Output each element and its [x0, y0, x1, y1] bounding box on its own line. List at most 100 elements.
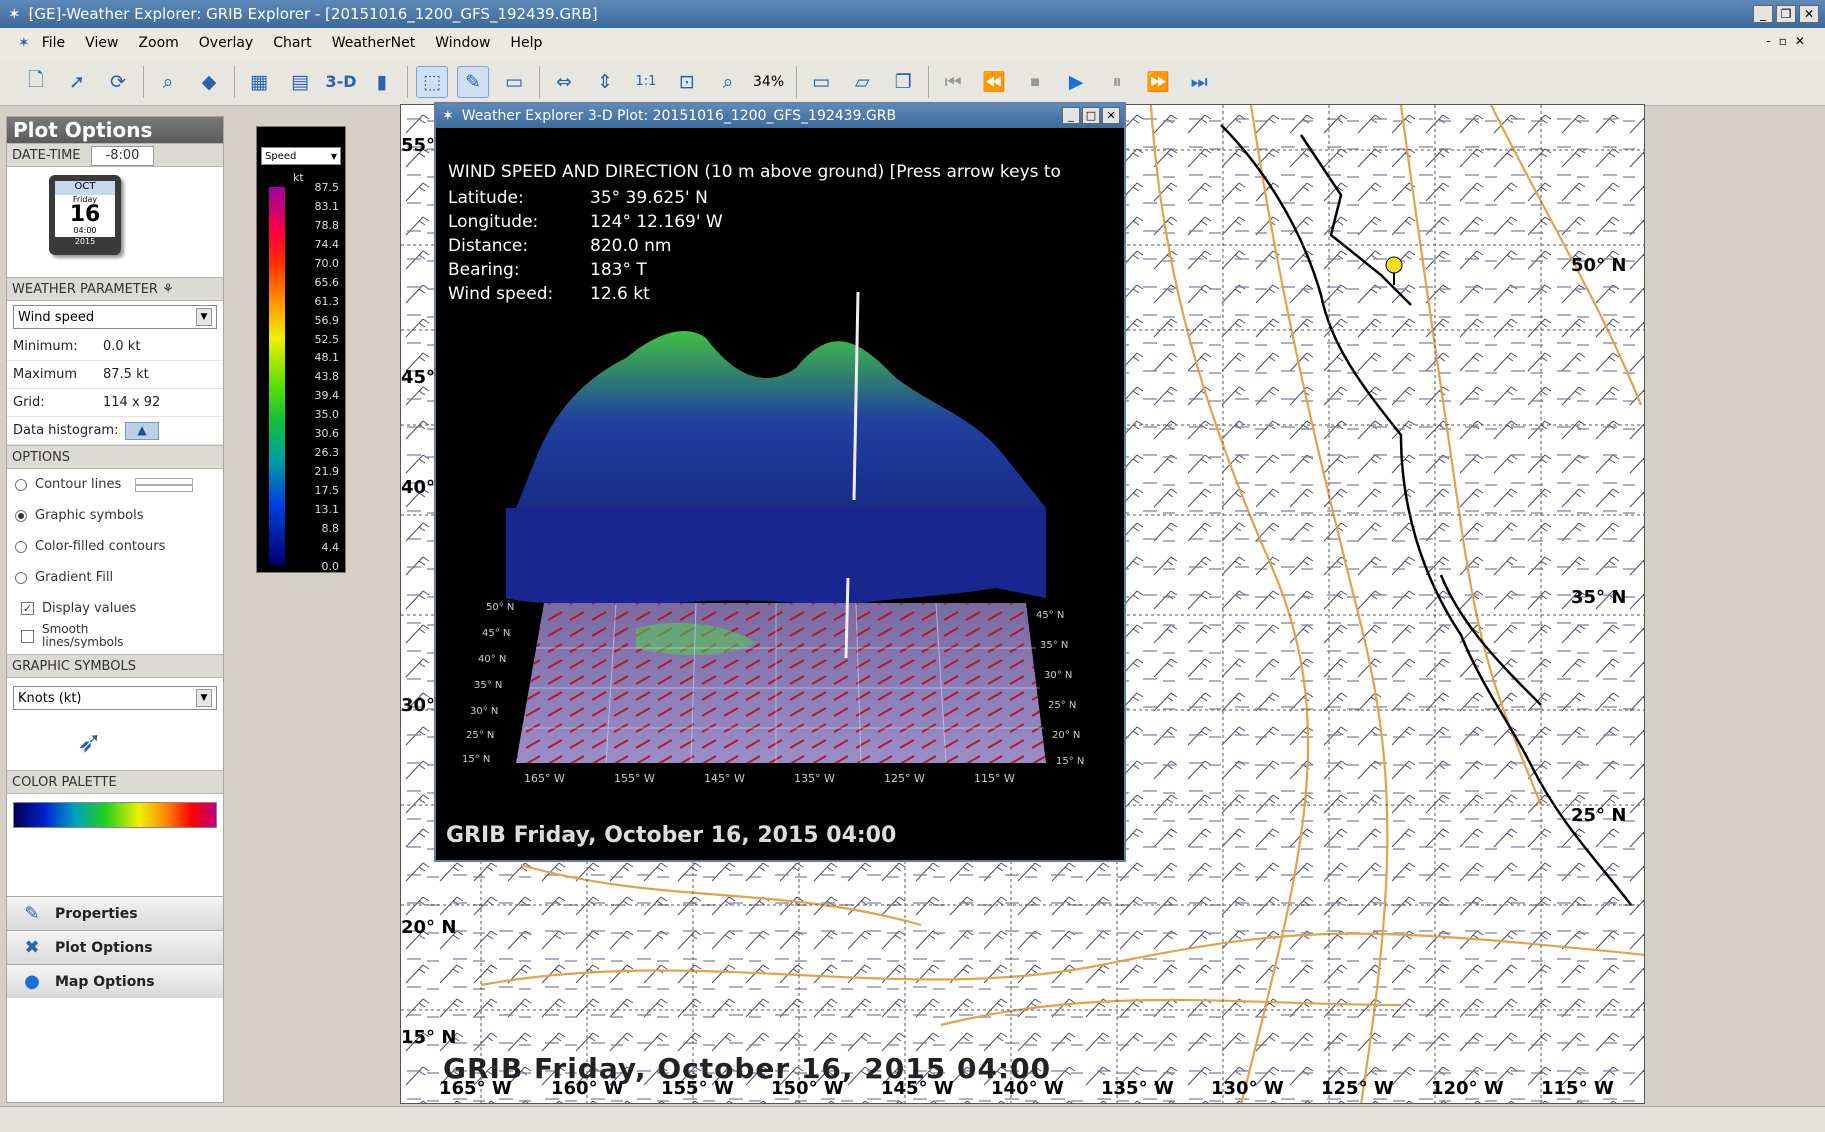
nav-plot-options[interactable]: ✖ Plot Options [7, 930, 223, 964]
option-graphic-symbols[interactable]: Graphic symbols [7, 500, 223, 531]
wind-barb-icon[interactable]: ➶ [77, 724, 103, 760]
wind-speed-value: 12.6 kt [590, 284, 650, 304]
measure-tool-icon[interactable]: ✎ [457, 65, 489, 98]
nav-map-options[interactable]: ● Map Options [7, 964, 223, 998]
calendar-time: 04:00 [73, 226, 97, 235]
probe-icon[interactable]: ▮ [376, 70, 388, 93]
panel-title: Plot Options [7, 117, 223, 143]
bearing-value: 183° T [590, 260, 647, 280]
legend-select[interactable]: Speed ▼ [261, 147, 341, 165]
restore-button[interactable]: ❐ [1776, 5, 1796, 23]
histogram-icon[interactable]: ▲ [125, 421, 159, 440]
plot-3d-canvas[interactable]: 50° N 45° N 40° N 35° N 30° N 25° N 15° … [436, 128, 1124, 860]
lat-label: 35° N [1571, 587, 1627, 608]
nav-properties[interactable]: ✎ Properties [7, 896, 223, 930]
lon-label: 155° W [661, 1078, 734, 1099]
options-header: OPTIONS [7, 445, 223, 469]
rewind-icon[interactable]: ⏪ [982, 71, 1006, 93]
plot-3d-window[interactable]: ✶ Weather Explorer 3-D Plot: 20151016_12… [434, 102, 1126, 862]
lat-tick: 30° N [1044, 670, 1072, 681]
close-button[interactable]: ✕ [1799, 5, 1819, 23]
actual-size-icon[interactable]: 1:1 [635, 74, 657, 89]
distance-value: 820.0 nm [590, 236, 672, 256]
plot-3d-minimize-button[interactable]: _ [1062, 107, 1080, 124]
menu-help[interactable]: Help [510, 35, 543, 51]
option-color-filled[interactable]: Color-filled contours [7, 531, 223, 562]
play-icon[interactable]: ▶ [1068, 70, 1084, 93]
calendar-icon[interactable]: OCT Friday 16 04:00 2015 [7, 167, 223, 277]
plot-3d-maximize-button[interactable]: □ [1082, 107, 1100, 124]
stop-icon[interactable]: ⏹ [1030, 70, 1040, 93]
menu-overlay[interactable]: Overlay [198, 35, 254, 51]
lon-label: 160° W [551, 1078, 624, 1099]
app-titlebar: ✶ [GE]-Weather Explorer: GRIB Explorer -… [0, 0, 1825, 28]
color-palette-bar[interactable] [13, 802, 217, 828]
chevron-down-icon: ▼ [196, 689, 212, 707]
select-tool-icon[interactable]: ⬚ [416, 65, 448, 98]
pause-icon[interactable]: ⏸ [1112, 70, 1122, 93]
menu-weathernet[interactable]: WeatherNet [331, 35, 416, 51]
units-select[interactable]: Knots (kt) ▼ [13, 686, 217, 710]
lon-label: 130° W [1211, 1078, 1284, 1099]
lon-label: 135° W [1101, 1078, 1174, 1099]
plot-options-icon: ✖ [24, 937, 40, 958]
zoom-level[interactable]: 34% [753, 73, 785, 90]
lon-label: 140° W [991, 1078, 1064, 1099]
first-frame-icon[interactable]: ⏮ [944, 70, 962, 93]
split-horizontal-icon[interactable]: ▭ [812, 70, 831, 93]
map-footer-caption: GRIB Friday, October 16, 2015 04:00 [443, 1052, 1052, 1085]
menu-zoom[interactable]: Zoom [138, 35, 179, 51]
view-3d-icon[interactable]: 3-D [325, 72, 357, 91]
panel-icon[interactable]: ▭ [505, 70, 523, 93]
cascade-icon[interactable]: ❐ [894, 70, 912, 93]
minimize-button[interactable]: _ [1753, 5, 1773, 23]
fit-height-icon[interactable]: ⇕ [597, 70, 613, 93]
location-marker-icon[interactable] [1385, 256, 1403, 285]
properties-icon: ✎ [24, 903, 40, 924]
lat-tick: 15° N [462, 754, 490, 765]
plot-3d-close-button[interactable]: ✕ [1102, 107, 1120, 124]
menu-chart[interactable]: Chart [273, 35, 312, 51]
mdi-controls[interactable]: -▫✕ [1766, 34, 1813, 48]
page-icon[interactable]: ▱ [854, 70, 870, 93]
weathernet-icon[interactable]: ➚ [69, 70, 85, 93]
timezone-field[interactable]: -8:00 [90, 146, 155, 166]
lat-label: 15° N [401, 1027, 457, 1048]
legend-tick: 35.0 [314, 408, 340, 422]
maximum-label: Maximum [13, 367, 78, 382]
refresh-icon[interactable]: ⟳ [110, 70, 126, 93]
last-frame-icon[interactable]: ⏭ [1190, 70, 1208, 93]
fit-width-icon[interactable]: ⇔ [556, 70, 572, 93]
legend-tick: 65.6 [314, 275, 340, 289]
fast-forward-icon[interactable]: ⏩ [1146, 71, 1170, 93]
parameter-select[interactable]: Wind speed ▼ [13, 305, 217, 329]
chart-icon[interactable]: ▤ [291, 70, 309, 93]
lon-label: 120° W [1431, 1078, 1504, 1099]
legend-tick: 87.5 [314, 181, 340, 194]
grid-icon[interactable]: ▦ [250, 70, 268, 93]
zoom-icon[interactable]: ⌕ [722, 70, 734, 93]
search-icon[interactable]: ⌕ [162, 70, 174, 93]
menu-file[interactable]: File [41, 35, 66, 51]
graphic-symbols-radio [15, 509, 27, 522]
chevron-down-icon: ▼ [330, 151, 337, 161]
app-menu-icon[interactable]: ✶ [18, 35, 30, 51]
legend-tick: 4.4 [321, 540, 340, 554]
option-gradient-fill[interactable]: Gradient Fill [7, 562, 223, 593]
option-smooth-lines[interactable]: Smooth lines/symbols [7, 624, 223, 648]
wind-speed-label: Wind speed: [448, 284, 554, 304]
legend-tick: 83.1 [314, 199, 340, 213]
lat-tick: 25° N [466, 730, 494, 741]
main-toolbar: 🗋 ➚ ⟳ ⌕ ◆ ▦ ▤ 3-D ▮ ⬚ ✎ ▭ ⇔ ⇕ 1:1 ⊡ ⌕ 34… [0, 58, 1825, 106]
menu-view[interactable]: View [85, 35, 119, 51]
contour-lines-radio [15, 478, 27, 491]
option-display-values[interactable]: ✓ Display values [21, 601, 137, 616]
layers-icon[interactable]: ◆ [201, 70, 217, 93]
menu-window[interactable]: Window [435, 35, 491, 51]
option-contour-lines[interactable]: Contour lines [7, 469, 223, 500]
lon-tick: 155° W [614, 772, 655, 785]
legend-tick: 52.5 [314, 332, 340, 346]
lon-tick: 165° W [524, 772, 565, 785]
zoom-area-icon[interactable]: ⊡ [679, 70, 695, 93]
open-file-icon[interactable]: 🗋 [28, 68, 44, 91]
